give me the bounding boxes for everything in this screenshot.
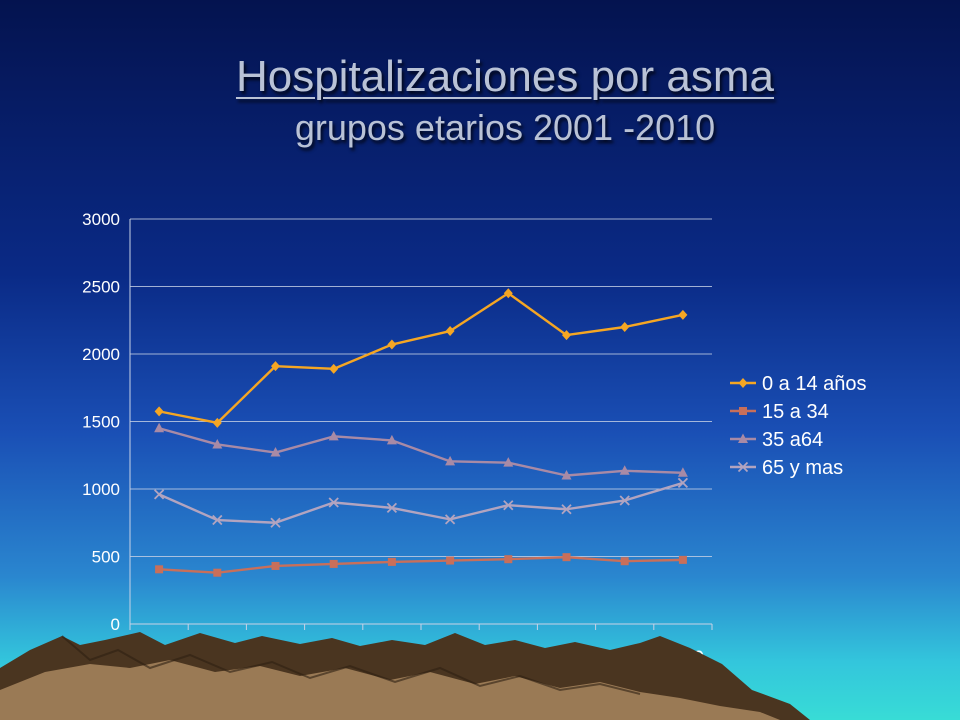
data-point xyxy=(212,438,223,449)
legend-label: 65 y mas xyxy=(762,457,843,479)
legend-entry: 35 a64 xyxy=(730,429,823,451)
series-line xyxy=(158,292,684,425)
y-tick-label: 1000 xyxy=(82,480,120,499)
series-line xyxy=(159,555,683,574)
data-point xyxy=(737,461,749,473)
data-point-stroke xyxy=(153,489,165,500)
data-point xyxy=(154,406,164,417)
data-point xyxy=(387,557,396,566)
data-point xyxy=(271,361,280,372)
data-point xyxy=(212,417,222,428)
legend-label: 0 a 14 años xyxy=(762,373,867,395)
data-point xyxy=(445,455,456,466)
data-point xyxy=(677,477,689,489)
legend-entry: 0 a 14 años xyxy=(730,373,867,395)
data-point xyxy=(445,326,455,337)
y-tick-label: 2500 xyxy=(82,278,120,297)
series-line xyxy=(158,481,684,524)
data-point xyxy=(620,557,629,566)
legend-label: 35 a64 xyxy=(762,429,823,451)
data-point xyxy=(444,514,456,525)
series-1 xyxy=(154,288,688,428)
data-point xyxy=(677,467,688,477)
data-point-stroke xyxy=(503,500,514,511)
series-4 xyxy=(153,477,689,528)
data-point xyxy=(271,561,280,570)
data-point xyxy=(154,422,165,433)
mountain-decoration xyxy=(0,632,810,720)
y-tick-label: 0 xyxy=(111,615,120,634)
data-point-stroke xyxy=(328,497,339,508)
data-point xyxy=(561,470,572,480)
data-point xyxy=(270,517,281,528)
data-point xyxy=(329,559,338,568)
data-point xyxy=(328,430,339,441)
data-point xyxy=(386,502,398,514)
title-block: Hospitalizaciones por asma grupos etario… xyxy=(0,52,960,150)
data-point-stroke xyxy=(737,461,749,473)
data-point xyxy=(738,378,748,388)
data-point xyxy=(619,495,630,506)
legend-label: 15 a 34 xyxy=(762,401,829,423)
data-point-stroke xyxy=(677,477,689,489)
data-point-stroke xyxy=(212,514,223,526)
data-point xyxy=(212,514,223,526)
mountain-range-front xyxy=(0,660,780,720)
series-line xyxy=(158,427,683,477)
y-tick-label: 2000 xyxy=(82,345,120,364)
data-point xyxy=(155,565,164,574)
mountain-ridge-line xyxy=(61,635,641,695)
data-point xyxy=(504,555,513,564)
data-point xyxy=(562,553,571,562)
y-axis-ticks: 0 500 1000 1500 2000 2500 3000 xyxy=(82,210,120,634)
data-point xyxy=(446,556,455,565)
data-point-stroke xyxy=(561,504,572,515)
data-point-stroke xyxy=(619,495,630,506)
legend: 0 a 14 años 15 a 34 35 a64 65 y mas xyxy=(730,373,867,479)
data-point xyxy=(739,407,747,415)
data-point xyxy=(503,457,514,467)
series-2 xyxy=(155,553,687,577)
series-3 xyxy=(154,422,688,480)
data-point xyxy=(213,568,222,577)
data-point xyxy=(738,433,748,443)
slide-title: Hospitalizaciones por asma xyxy=(235,52,775,101)
y-tick-label: 3000 xyxy=(82,210,120,229)
data-point xyxy=(619,465,630,475)
data-point xyxy=(678,309,688,320)
slide-subtitle: grupos etarios 2001 -2010 xyxy=(294,107,716,148)
legend-entry: 65 y mas xyxy=(730,457,843,479)
data-point xyxy=(386,434,397,445)
y-tick-label: 500 xyxy=(92,548,120,567)
data-point xyxy=(620,322,630,332)
data-point xyxy=(503,288,513,299)
data-point-stroke xyxy=(444,514,456,525)
gridlines xyxy=(129,218,713,630)
series-group xyxy=(153,288,689,577)
data-point-stroke xyxy=(270,517,281,528)
legend-entry: 15 a 34 xyxy=(730,401,829,423)
data-point-stroke xyxy=(386,502,398,514)
data-point xyxy=(678,555,687,564)
data-point xyxy=(329,363,339,374)
data-point xyxy=(562,330,571,341)
data-point xyxy=(387,339,397,350)
data-point xyxy=(328,497,339,508)
y-tick-label: 1500 xyxy=(82,413,120,432)
data-point xyxy=(153,489,165,500)
data-point xyxy=(503,500,514,511)
data-point xyxy=(270,447,281,457)
data-point xyxy=(561,504,572,515)
